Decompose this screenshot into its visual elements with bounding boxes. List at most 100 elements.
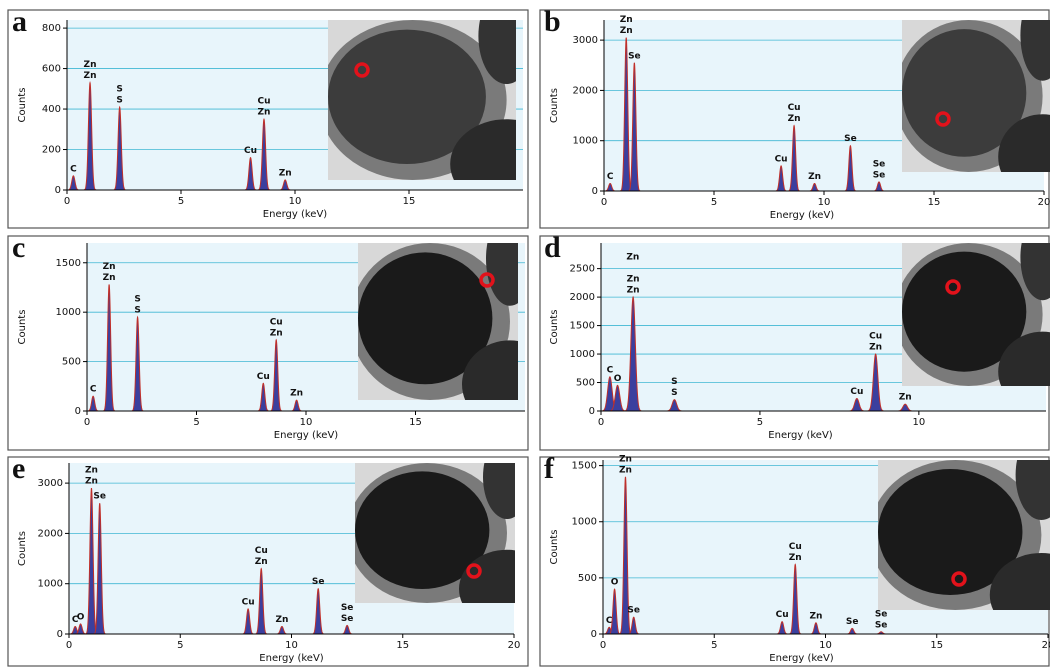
peak-label: Se <box>628 51 641 61</box>
peak <box>257 382 270 412</box>
x-axis-label: Energy (keV) <box>768 430 833 441</box>
peak-label: Se <box>875 609 888 619</box>
particle-3 <box>1015 460 1050 520</box>
peak <box>93 503 107 635</box>
peak-label: Zn <box>258 108 271 118</box>
particle-2 <box>989 553 1050 610</box>
inset-image <box>902 20 1050 172</box>
particle <box>902 251 1027 372</box>
peak-label: Zn <box>275 615 288 625</box>
peak-label: Zn <box>620 15 633 25</box>
y-tick-label: 500 <box>576 378 595 389</box>
y-tick-label: 0 <box>57 629 63 640</box>
y-tick-label: 1000 <box>38 579 63 590</box>
particle-3 <box>1020 20 1050 81</box>
x-axis-label: Energy (keV) <box>263 209 328 220</box>
peak-label: C <box>606 616 613 626</box>
peak <box>608 384 627 412</box>
particle <box>355 471 490 589</box>
peak-label: O <box>614 374 622 384</box>
peak-label: Zn <box>789 553 802 563</box>
x-tick-label: 20 <box>1042 640 1050 651</box>
peak-label: Cu <box>257 372 270 382</box>
peak <box>257 117 271 191</box>
x-tick-label: 15 <box>396 640 409 651</box>
y-tick-label: 1500 <box>570 321 595 332</box>
peak-label: O <box>77 612 85 622</box>
peak <box>113 105 127 191</box>
peak-label: Cu <box>244 146 257 156</box>
y-tick-label: 800 <box>42 23 61 34</box>
peak-label: Zn <box>619 454 632 464</box>
y-tick-label: 3000 <box>573 35 598 46</box>
probe-marker <box>466 563 482 579</box>
x-tick-label: 10 <box>818 197 831 208</box>
peak <box>270 338 283 412</box>
peak-label: Zn <box>279 168 292 178</box>
peak <box>624 295 643 412</box>
panel-letter: f <box>544 452 555 485</box>
peak <box>608 588 621 635</box>
inset-content <box>902 243 1050 386</box>
x-tick-label: 0 <box>598 417 604 428</box>
probe-marker <box>945 279 961 295</box>
peak <box>241 608 255 635</box>
y-tick-label: 0 <box>55 185 61 196</box>
y-axis-label: Counts <box>17 88 28 123</box>
peak-label: C <box>70 164 77 174</box>
x-tick-label: 10 <box>289 196 302 207</box>
peak-label: Zn <box>255 557 268 567</box>
peak-label: Zn <box>103 262 116 272</box>
peak <box>311 587 325 635</box>
peak-label: Zn <box>899 393 912 403</box>
particle-2 <box>459 549 515 603</box>
x-axis-label: Energy (keV) <box>769 653 834 664</box>
x-tick-label: 10 <box>285 640 298 651</box>
peak-label: Se <box>312 577 325 587</box>
peak-label: S <box>116 96 122 106</box>
panel-letter: c <box>12 231 25 264</box>
y-tick-label: 1500 <box>56 258 81 269</box>
x-axis-label: Energy (keV) <box>274 430 339 441</box>
peak-label: Cu <box>789 542 802 552</box>
peak-label: Cu <box>788 103 801 113</box>
peak <box>619 476 632 635</box>
particle-2 <box>450 119 516 180</box>
x-tick-label: 15 <box>928 197 941 208</box>
annotation: Zn <box>626 253 639 263</box>
peak-label: Zn <box>619 465 632 475</box>
inset-image <box>878 460 1050 610</box>
peak-label: Zn <box>869 343 882 353</box>
x-tick-label: 10 <box>300 417 313 428</box>
peak-label: C <box>90 385 97 395</box>
y-tick-label: 500 <box>62 357 81 368</box>
panel-letter: a <box>12 5 27 38</box>
y-tick-label: 2500 <box>570 264 595 275</box>
peak-label: Cu <box>255 546 268 556</box>
probe-marker <box>354 62 370 78</box>
peak-label: Se <box>627 606 640 616</box>
x-tick-label: 10 <box>819 640 832 651</box>
probe-marker <box>951 571 967 587</box>
x-tick-label: 0 <box>64 196 70 207</box>
peak-label: Se <box>846 617 859 627</box>
peak <box>788 563 802 635</box>
y-tick-label: 400 <box>42 104 61 115</box>
particle <box>358 252 493 385</box>
peak-label: Cu <box>776 610 789 620</box>
inset-image <box>358 243 518 400</box>
particle-3 <box>1020 243 1050 301</box>
y-tick-label: 0 <box>592 186 598 197</box>
peak <box>244 156 257 191</box>
peak-label: Se <box>341 603 354 613</box>
y-axis-label: Counts <box>549 530 560 565</box>
peak <box>787 124 801 192</box>
y-tick-label: 0 <box>591 629 597 640</box>
peak <box>844 144 857 192</box>
y-axis-label: Counts <box>549 88 560 123</box>
peak-label: Zn <box>620 26 633 36</box>
y-tick-label: 600 <box>42 64 61 75</box>
peak-label: Zn <box>270 328 283 338</box>
y-tick-label: 1000 <box>570 349 595 360</box>
peak-label: S <box>134 295 140 305</box>
